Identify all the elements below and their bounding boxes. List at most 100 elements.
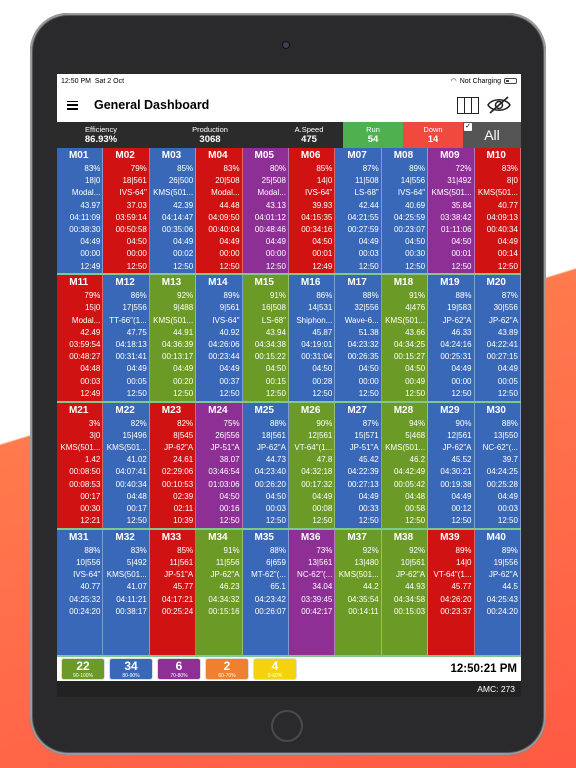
machine-metric: 40.77 [497, 200, 518, 210]
machine-tile[interactable]: M16 86% 14|531 Shiphon... 45.87 04:19:01 00:31… [288, 275, 336, 401]
machine-tile[interactable]: M09 72% 31|492 KMS(501... 35.84 03:38:42 01:11… [428, 148, 475, 274]
machine-metric: 40.92 [219, 327, 240, 337]
machine-tile[interactable]: M26 90% 12|561 VT-64"(1... 47.8 04:32:18 00:17… [288, 402, 336, 528]
machine-tile[interactable]: M36 73% 13|561 NC-62"(... 34.04 03:39:45 00:42… [288, 529, 336, 655]
machine-tile[interactable]: M29 90% 12|561 JP-62"A 45.52 04:30:21 00:19:38… [428, 402, 475, 528]
machine-tile[interactable]: M12 86% 17|556 TT-66"(1... 47.75 04:18:13 00:3… [103, 275, 150, 401]
machine-tile[interactable]: M22 82% 15|496 KMS(501... 41.02 04:07:41 00:40… [103, 402, 150, 528]
machine-id: M16 [300, 277, 321, 289]
machine-metric: 04:23:40 [254, 467, 286, 477]
machine-tile[interactable]: M15 91% 16|508 LS-68" 43.94 04:34:38 00:15:22 0… [242, 275, 289, 401]
machine-tile[interactable]: M06 85% 14|0 IVS-64" 39.93 04:15:35 00:34:16 04… [288, 148, 336, 274]
machine-metric: 00:34:16 [301, 225, 333, 235]
machine-metric: 00:13:17 [162, 352, 194, 362]
machine-tile[interactable]: M25 88% 18|561 JP-62"A 44.73 04:23:40 00:26:20… [242, 402, 289, 528]
machine-metric: 01:03:06 [208, 479, 240, 489]
machine-id: M37 [347, 531, 367, 543]
legend-item[interactable]: 34 80-90% [109, 658, 153, 680]
machine-tile[interactable]: M23 82% 8|545 JP-62"A 24.61 02:29:06 00:10:53 0… [149, 402, 197, 528]
machine-tile[interactable]: M10 83% 8|0 KMS(501... 40.77 04:09:13 00:40:34… [474, 148, 521, 274]
legend-item[interactable]: 2 60-70% [205, 658, 249, 680]
machine-tile[interactable]: M01 83% 18|0 Modal... 43.97 04:11:09 00:38:30 0… [57, 148, 104, 274]
app-bar: General Dashboard [57, 88, 521, 122]
eye-off-icon[interactable] [487, 96, 511, 114]
battery-icon [504, 78, 517, 84]
machine-metric: 44.48 [219, 200, 240, 210]
machine-tile[interactable]: M31 88% 10|556 IVS-64" 40.77 04:25:32 00:24:20 [57, 529, 104, 655]
machine-metric: 39.93 [312, 200, 333, 210]
machine-metric: 00:00 [265, 249, 286, 259]
machine-metric: 44.93 [405, 582, 426, 592]
machine-metric: 12:50 [451, 516, 472, 526]
legend-item[interactable]: 6 70-80% [157, 658, 201, 680]
machine-tile[interactable]: M17 88% 32|556 Wave-6... 51.38 04:23:32 00:26:… [335, 275, 382, 401]
all-filter-button[interactable]: ✓ All [463, 122, 521, 148]
machine-tile[interactable]: M14 89% 9|561 IVS-64" 40.92 04:26:06 00:23:44 0… [196, 275, 243, 401]
machine-tile[interactable]: M39 89% 14|0 VT-64"(1... 45.77 04:26:20 00:23:… [428, 529, 475, 655]
machine-metric: 89% [409, 164, 426, 173]
machine-tile[interactable]: M07 87% 11|508 LS-68" 42.44 04:21:55 00:27:59 0… [335, 148, 382, 274]
machine-metric: 24.61 [173, 455, 194, 465]
machine-metric: 11|556 [215, 557, 240, 567]
machine-tile[interactable]: M18 91% 4|476 KMS(501... 43.66 04:34:25 00:15:… [381, 275, 429, 401]
machine-metric: 00:31:04 [301, 352, 333, 362]
down-filter-button[interactable]: Down 14 [403, 122, 463, 148]
status-date: Sat 2 Oct [94, 77, 125, 85]
machine-metric: TT-66"(1... [109, 315, 147, 325]
machine-tile[interactable]: M03 85% 26|500 KMS(501... 42.39 04:14:47 00:35… [149, 148, 197, 274]
machine-metric: 11|508 [355, 176, 379, 186]
machine-id: M29 [440, 404, 460, 416]
columns-view-icon[interactable] [457, 96, 479, 114]
machine-tile[interactable]: M27 87% 15|571 JP-51"A 45.42 04:22:39 00:27:13… [335, 402, 382, 528]
machine-tile[interactable]: M24 75% 26|556 JP-51"A 38.07 03:46:54 01:03:06… [196, 402, 243, 528]
machine-metric: 00:58 [405, 503, 426, 513]
machine-metric: 00:25:31 [440, 352, 472, 362]
legend-item[interactable]: 4 0-60% [253, 658, 297, 680]
machine-metric: 46.2 [409, 455, 426, 465]
check-icon[interactable]: ✓ [464, 123, 472, 131]
machine-tile[interactable]: M13 92% 9|488 KMS(501... 44.91 04:36:39 00:13:… [149, 275, 197, 401]
machine-tile[interactable]: M33 85% 11|561 JP-51"A 45.77 04:17:21 00:25:24 [149, 529, 197, 655]
speed-label: A.Speed [294, 124, 324, 134]
machine-tile[interactable]: M40 89% 19|556 JP-62"A 44.5 04:25:43 00:24:20 [474, 529, 521, 655]
machine-metric: 04:35:54 [347, 594, 379, 604]
footer-clock: 12:50:21 PM [450, 663, 517, 675]
machine-id: M07 [347, 150, 367, 161]
machine-metric: 47.8 [316, 455, 333, 465]
machine-tile[interactable]: M08 89% 14|556 IVS-64" 40.69 04:25:59 00:23:07… [381, 148, 429, 274]
machine-tile[interactable]: M05 80% 25|508 Modal... 43.13 04:01:12 00:48:4… [242, 148, 289, 274]
machine-metric: 00:15:27 [393, 352, 426, 362]
machine-metric: 44.5 [502, 582, 518, 592]
machine-tile[interactable]: M02 79% 18|561 IVS-64" 37.03 03:59:14 00:50:58… [103, 148, 150, 274]
machine-metric: 12:50 [265, 516, 286, 526]
machine-metric: JP-62"A [164, 442, 194, 452]
machine-id: M32 [115, 531, 135, 543]
machine-id: M38 [393, 531, 414, 543]
speed-value: 475 [301, 133, 317, 145]
machine-metric: 42.49 [80, 327, 101, 337]
machine-tile[interactable]: M28 94% 5|468 KMS(501... 46.2 04:42:49 00:05:4… [381, 402, 429, 528]
machine-tile[interactable]: M19 88% 19|583 JP-62"A 46.33 04:24:16 00:25:31… [428, 275, 475, 401]
machine-tile[interactable]: M38 92% 10|561 JP-62"A 44.93 04:34:58 00:15:03 [381, 529, 429, 655]
machine-metric: Modal... [71, 188, 101, 198]
machine-tile[interactable]: M11 79% 15|0 Modal... 42.49 03:59:54 00:48:27 0… [57, 275, 104, 401]
machine-tile[interactable]: M37 92% 13|480 KMS(501... 44.2 04:35:54 00:14:… [335, 529, 382, 655]
run-filter-button[interactable]: Run 54 [343, 122, 403, 148]
machine-tile[interactable]: M35 88% 6|659 MT-62"(... 65.1 04:23:42 00:26:0… [242, 529, 289, 655]
machine-tile[interactable]: M20 87% 30|556 JP-62"A 43.89 04:22:41 00:27:15… [474, 275, 521, 401]
menu-icon[interactable] [67, 100, 78, 110]
machine-metric: 00:08:50 [69, 467, 101, 477]
machine-tile[interactable]: M32 83% 5|492 KMS(501... 41.07 04:11:21 00:38:… [103, 529, 150, 655]
machine-tile[interactable]: M30 88% 13|550 NC-62"(... 39.7 04:24:25 00:25:… [474, 402, 521, 528]
machine-tile[interactable]: M21 3% 3|0 KMS(501... 1.42 00:08:50 00:08:53 00… [57, 402, 104, 528]
machine-tile[interactable]: M34 91% 11|556 JP-62"A 46.23 04:34:32 00:15:16 [196, 529, 243, 655]
legend-item[interactable]: 22 90-100% [61, 658, 105, 680]
machine-metric: 92% [177, 291, 194, 301]
machine-metric: 00:27:59 [347, 225, 379, 235]
machine-metric: IVS-64" [73, 570, 101, 580]
machine-metric: JP-51"A [164, 570, 194, 580]
machine-tile[interactable]: M04 83% 20|508 Modal... 44.48 04:09:50 00:40:0… [196, 148, 243, 274]
machine-id: M05 [254, 150, 274, 161]
machine-metric: 04:34:38 [254, 340, 286, 350]
home-button[interactable] [271, 710, 303, 742]
